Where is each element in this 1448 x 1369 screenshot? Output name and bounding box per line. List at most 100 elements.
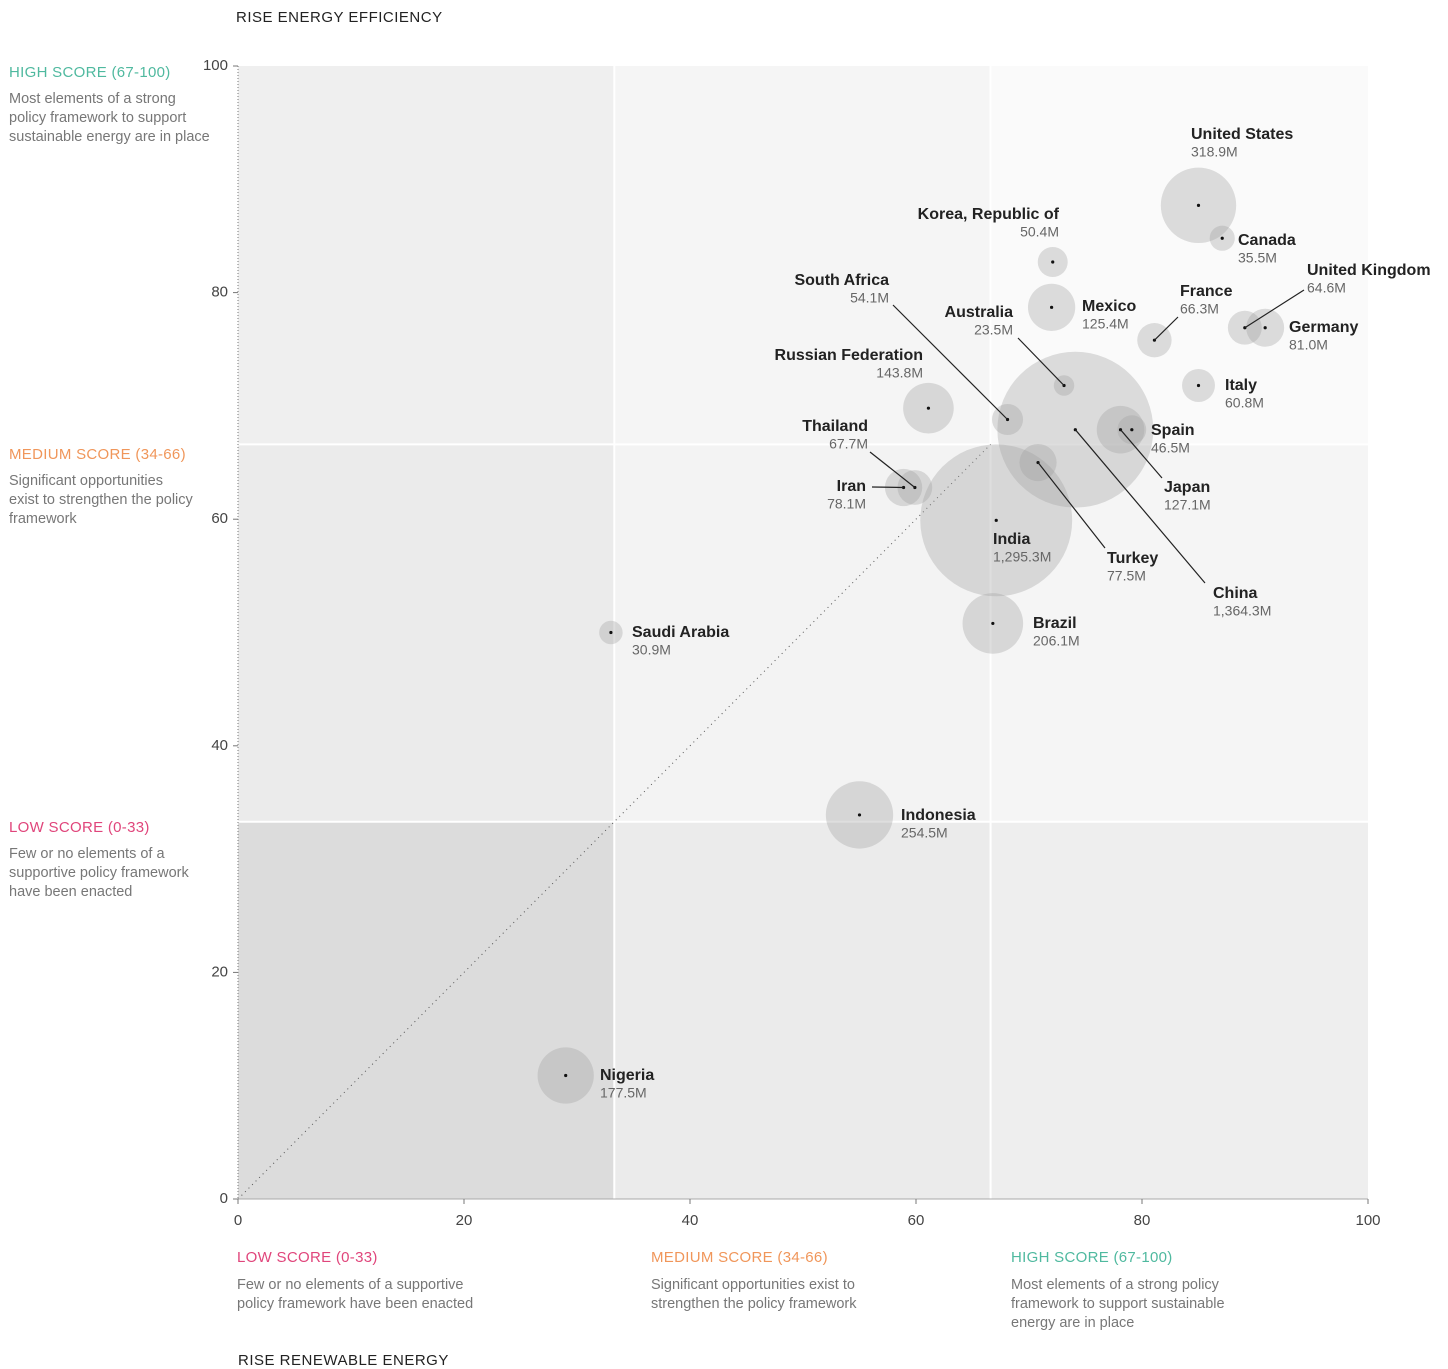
bubble-center <box>857 813 862 817</box>
bubble-center <box>1196 203 1201 207</box>
country-label: Canada <box>1238 232 1296 249</box>
bubble-center <box>1050 305 1054 309</box>
population-label: 50.4M <box>1020 224 1059 240</box>
y-tick-label: 40 <box>211 737 228 754</box>
population-label: 23.5M <box>974 322 1013 338</box>
zone-title: MEDIUM SCORE (34-66) <box>9 446 186 463</box>
population-label: 46.5M <box>1151 440 1190 456</box>
country-label: France <box>1180 283 1233 300</box>
zone <box>614 66 991 445</box>
zone <box>990 444 1368 822</box>
zone <box>990 821 1368 1199</box>
country-label: Iran <box>837 478 866 495</box>
y-axis-title: RISE ENERGY EFFICIENCY <box>236 9 443 26</box>
zone-description: exist to strengthen the policy <box>9 492 194 508</box>
zone-description: have been enacted <box>9 884 132 900</box>
population-label: 77.5M <box>1107 568 1146 584</box>
country-label: China <box>1213 585 1258 602</box>
leader-line <box>1120 429 1163 479</box>
population-label: 206.1M <box>1033 633 1080 649</box>
zone-description: framework to support sustainable <box>1011 1296 1225 1312</box>
population-label: 143.8M <box>876 365 923 381</box>
population-label: 78.1M <box>827 496 866 512</box>
y-tick-label: 80 <box>211 284 228 301</box>
leader-line <box>1037 462 1106 549</box>
country-label: Australia <box>945 304 1014 321</box>
zone-title: HIGH SCORE (67-100) <box>1011 1249 1173 1266</box>
country-label: Spain <box>1151 422 1195 439</box>
bubble-center <box>994 518 998 522</box>
leader-line <box>892 304 1008 420</box>
bubble-center <box>1196 383 1201 388</box>
zone-description: policy framework to support <box>9 110 186 126</box>
population-label: 30.9M <box>632 642 671 658</box>
leader-line <box>1244 289 1305 329</box>
zone-title: HIGH SCORE (67-100) <box>9 64 171 81</box>
population-label: 67.7M <box>829 436 868 452</box>
zone-description: energy are in place <box>1011 1315 1134 1331</box>
population-label: 1,295.3M <box>993 549 1051 565</box>
zone-description: supportive policy framework <box>9 865 189 881</box>
y-tick-label: 100 <box>203 57 228 74</box>
bubble-center <box>609 630 613 635</box>
population-label: 127.1M <box>1164 497 1211 513</box>
y-tick-label: 60 <box>211 510 228 527</box>
country-label: Russian Federation <box>775 347 923 364</box>
population-label: 54.1M <box>850 290 889 306</box>
country-label: Indonesia <box>901 807 976 824</box>
population-label: 254.5M <box>901 825 948 841</box>
zone-description: Most elements of a strong policy <box>1011 1277 1220 1293</box>
zone-description: Few or no elements of a supportive <box>237 1277 463 1293</box>
country-label: United Kingdom <box>1307 262 1431 279</box>
zone-description: strengthen the policy framework <box>651 1296 857 1312</box>
country-label: Brazil <box>1033 615 1077 632</box>
country-label: Thailand <box>802 418 868 435</box>
zone <box>990 66 1368 445</box>
bubble-center <box>901 485 906 490</box>
zone-description: sustainable energy are in place <box>9 129 210 145</box>
country-label: Germany <box>1289 319 1358 336</box>
country-label: Nigeria <box>600 1067 654 1084</box>
zone-description: framework <box>9 511 77 527</box>
population-label: 35.5M <box>1238 250 1277 266</box>
zone <box>614 444 991 822</box>
bubble-center <box>1051 260 1055 264</box>
population-label: 66.3M <box>1180 301 1219 317</box>
zone <box>614 821 991 1199</box>
leader-line <box>1154 316 1179 341</box>
x-tick-label: 0 <box>234 1212 242 1229</box>
zone-description: Significant opportunities <box>9 473 163 489</box>
y-tick-label: 20 <box>211 963 228 980</box>
country-label: South Africa <box>794 272 889 289</box>
zone <box>238 444 615 822</box>
zone <box>238 821 615 1199</box>
country-label: Mexico <box>1082 298 1136 315</box>
leader-line <box>869 451 916 488</box>
population-label: 64.6M <box>1307 280 1346 296</box>
zone <box>238 66 615 445</box>
zone-title: LOW SCORE (0-33) <box>237 1249 378 1266</box>
x-axis-title: RISE RENEWABLE ENERGY <box>238 1352 449 1369</box>
country-label: Japan <box>1164 479 1210 496</box>
population-label: 177.5M <box>600 1085 647 1101</box>
country-label: Italy <box>1225 377 1257 394</box>
population-label: 318.9M <box>1191 144 1238 160</box>
bubble-center <box>1220 236 1224 240</box>
zone-title: MEDIUM SCORE (34-66) <box>651 1249 828 1266</box>
leader-line <box>1074 429 1206 584</box>
country-label: India <box>993 531 1030 548</box>
zone-description: policy framework have been enacted <box>237 1296 473 1312</box>
x-tick-label: 20 <box>456 1212 473 1229</box>
zone-description: Few or no elements of a <box>9 846 165 862</box>
leader-line <box>1017 337 1065 386</box>
population-label: 125.4M <box>1082 316 1129 332</box>
country-label: Korea, Republic of <box>918 206 1060 223</box>
bubble-center <box>1263 326 1267 330</box>
y-tick-label: 0 <box>220 1190 228 1207</box>
x-tick-label: 60 <box>908 1212 925 1229</box>
population-label: 60.8M <box>1225 395 1264 411</box>
country-label: Saudi Arabia <box>632 624 729 641</box>
bubble-center <box>991 621 995 626</box>
country-label: Turkey <box>1107 550 1158 567</box>
